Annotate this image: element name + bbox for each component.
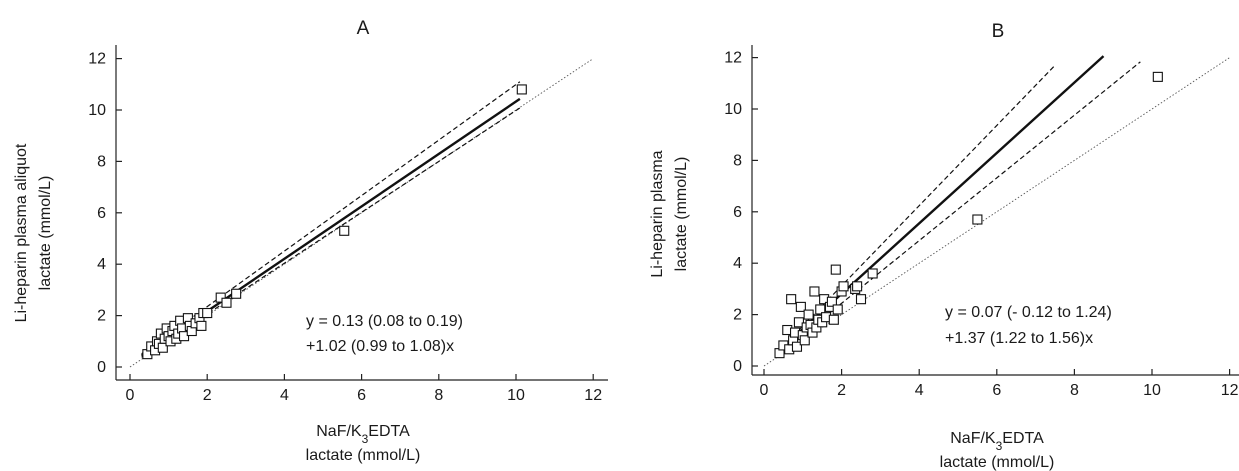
panel-a-data-point	[196, 320, 207, 331]
panel-a-xlabel-line2: lactate (mmol/L)	[306, 447, 421, 464]
panel-b-xtick-label: 2	[837, 382, 846, 399]
panel-b-ytick-label: 6	[733, 204, 742, 221]
panel-a-annotation-line1: y = 0.13 (0.08 to 0.19)	[306, 313, 463, 330]
panel-a-title: A	[357, 18, 370, 39]
panel-a-ytick-label: 0	[97, 359, 106, 376]
panel-b-ytick-label: 2	[733, 307, 742, 324]
panel-a-xtick-label: 4	[280, 387, 289, 404]
panel-b-data-point	[803, 309, 814, 320]
panel-a-data-point	[516, 84, 527, 95]
panel-a-plot: 0 2 4 6 8 10 12 0 2 4 6 8 10 12	[88, 45, 608, 404]
panel-b-data-point	[832, 304, 843, 315]
panel-b-data-point	[799, 335, 810, 346]
panel-b-xlabel-line2: lactate (mmol/L)	[940, 454, 1055, 471]
panel-a-data-point	[231, 288, 242, 299]
panel-a-xtick-label: 0	[126, 387, 135, 404]
panel-a-data-point	[215, 292, 226, 303]
panel-a-xtick-label: 6	[357, 387, 366, 404]
panel-a-xtick-label: 8	[434, 387, 443, 404]
panel-a-ytick-label: 6	[97, 205, 106, 222]
panel-a-xtick-label: 10	[507, 387, 525, 404]
panel-b-data-point	[826, 296, 837, 307]
panel-b-xlabel: NaF/K3EDTA	[950, 430, 1044, 453]
panel-a-ylabel-line2: lactate (mmol/L)	[37, 176, 54, 291]
panel-a-data-point	[178, 331, 190, 342]
panel-b-data-point	[855, 294, 867, 305]
panel-b-xtick-label: 10	[1143, 382, 1161, 399]
panel-b-xtick-label: 8	[1070, 382, 1079, 399]
panel-a-ytick-label: 12	[88, 51, 106, 68]
panel-b-data-point	[809, 286, 820, 297]
panel-b-ytick-label: 8	[733, 152, 742, 169]
panel-a-ylabel: Li-heparin plasma aliquot	[13, 143, 30, 322]
panel-b-ytick-label: 0	[733, 358, 742, 375]
panel-b-data-point	[791, 341, 803, 352]
panel-b-data-point	[828, 314, 839, 325]
panel-b-title: B	[992, 21, 1005, 42]
panel-b-ci-line-2	[777, 61, 1141, 356]
panel-a-data-point	[339, 225, 350, 236]
panel-a-data-point	[202, 307, 213, 319]
panel-a-ytick-label: 2	[97, 308, 106, 325]
panel-a-ci-line-1	[141, 81, 521, 355]
panel-a-ytick-label: 10	[88, 102, 106, 119]
panel-b-annotation-line2: +1.37 (1.22 to 1.56)x	[945, 330, 1093, 347]
panel-b-ylabel-line2: lactate (mmol/L)	[673, 157, 690, 272]
panel-b-data-point	[1152, 71, 1163, 82]
panel-b-ytick-label: 12	[724, 50, 742, 67]
panel-b-data-point	[867, 268, 878, 279]
panel-b-plot: 0 2 4 6 8 10 12 0 2 4 6 8 10 12	[724, 45, 1239, 399]
panel-a-xlabel: NaF/K3EDTA	[316, 423, 410, 446]
panel-b-ylabel: Li-heparin plasma	[649, 150, 666, 277]
panel-b-annotation-line1: y = 0.07 (- 0.12 to 1.24)	[945, 304, 1112, 321]
panel-a-ytick-label: 4	[97, 256, 106, 273]
panel-b-ytick-label: 4	[733, 255, 742, 272]
panel-b-data-point	[972, 214, 983, 225]
panel-b-data-point	[786, 294, 797, 305]
panel-b-ytick-label: 10	[724, 101, 742, 118]
panel-b-data-point	[793, 317, 804, 328]
panel-b-data-point	[838, 281, 849, 292]
panel-a-xtick-label: 12	[584, 387, 602, 404]
panel-a-data-point	[221, 297, 232, 308]
panel-a-ytick-label: 8	[97, 153, 106, 170]
panel-b-xtick-label: 12	[1221, 382, 1239, 399]
panel-b-xtick-label: 0	[760, 382, 769, 399]
panel-b-data-point	[815, 304, 826, 315]
panel-b-xtick-label: 6	[992, 382, 1001, 399]
panel-b-data-point	[795, 301, 806, 312]
panel-b-data-point	[852, 281, 863, 292]
panel-b-data-point	[830, 264, 841, 275]
panel-a-annotation-line2: +1.02 (0.99 to 1.08)x	[306, 338, 454, 355]
panel-a-xtick-label: 2	[203, 387, 212, 404]
panel-b-xtick-label: 4	[915, 382, 924, 399]
